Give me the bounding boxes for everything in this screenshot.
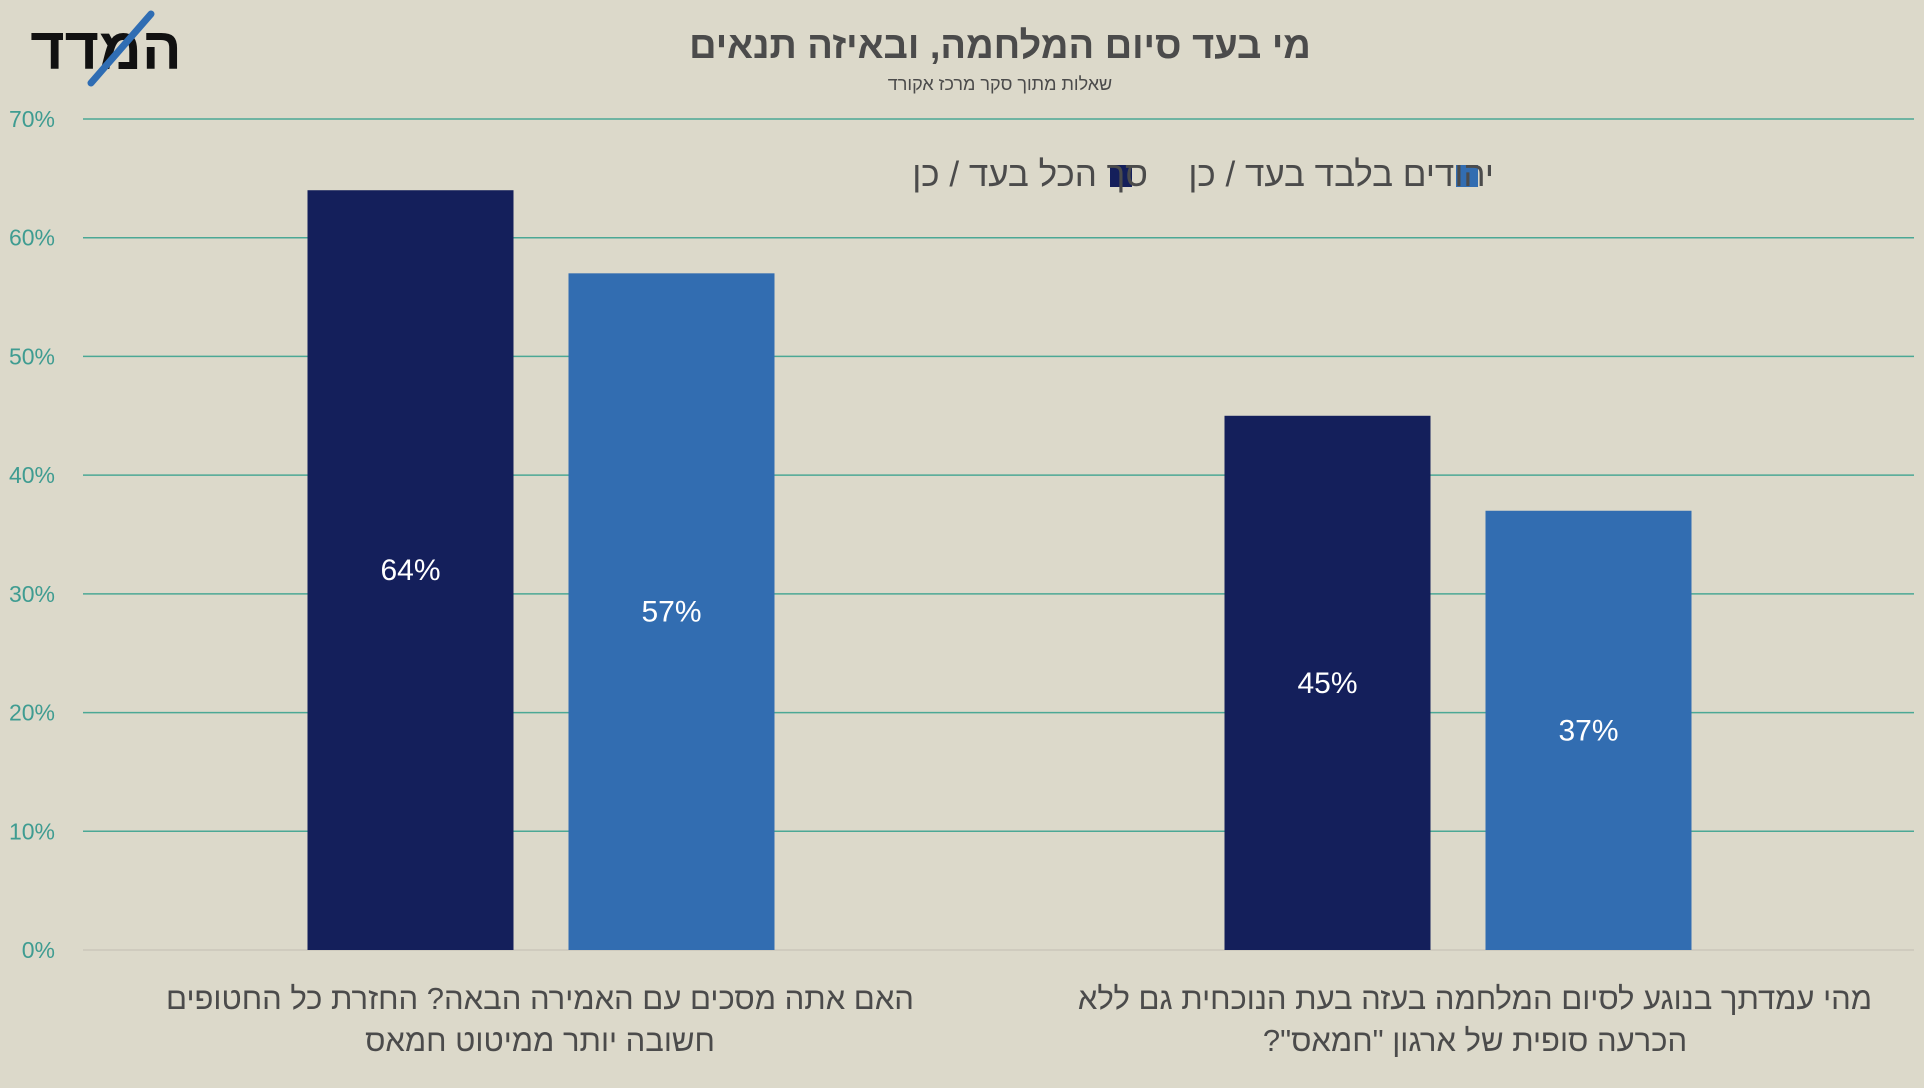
- category-labels: מהי עמדתך בנוגע לסיום המלחמה בעזה בעת הנ…: [166, 981, 1872, 1058]
- logo-accent-stroke: [87, 10, 155, 87]
- y-tick-label: 70%: [9, 106, 55, 132]
- y-tick-label: 20%: [9, 700, 55, 726]
- category-label: האם אתה מסכים עם האמירה הבאה? החזרת כל ה…: [166, 981, 914, 1016]
- bar-total: [1224, 415, 1431, 950]
- bar-value-label: 64%: [380, 554, 440, 587]
- bar-value-label: 37%: [1558, 714, 1618, 747]
- legend-label: יהודים בלבד בעד / כן: [1188, 155, 1494, 194]
- legend: יהודים בלבד בעד / כן סך הכל בעד / כן: [912, 155, 1494, 194]
- category-label: חשובה יותר ממיטוט חמאס: [365, 1023, 715, 1058]
- y-axis-ticks: 0% 10% 20% 30% 40% 50% 60% 70%: [9, 106, 55, 963]
- category-label: מהי עמדתך בנוגע לסיום המלחמה בעזה בעת הנ…: [1078, 981, 1872, 1016]
- y-tick-label: 30%: [9, 581, 55, 607]
- bars: [307, 190, 1692, 950]
- bar-value-label: 45%: [1297, 667, 1357, 700]
- y-tick-label: 60%: [9, 225, 55, 251]
- chart-subtitle: שאלות מתוך סקר מרכז אקורד: [888, 74, 1112, 94]
- y-tick-label: 40%: [9, 462, 55, 488]
- logo: המדד: [30, 10, 182, 87]
- legend-label: סך הכל בעד / כן: [912, 155, 1148, 194]
- bar-labels: 45% 37% 64% 57%: [380, 554, 1618, 747]
- bar-jews-only: [568, 273, 775, 950]
- legend-swatch: [1110, 165, 1132, 187]
- logo-text: המדד: [30, 16, 181, 82]
- bar-jews-only: [1485, 510, 1692, 950]
- category-label: הכרעה סופית של ארגון "חמאס"?: [1263, 1023, 1687, 1058]
- y-tick-label: 0%: [22, 937, 55, 963]
- y-tick-label: 50%: [9, 343, 55, 369]
- bar-total: [307, 190, 514, 950]
- chart-title: מי בעד סיום המלחמה, ובאיזה תנאים: [689, 25, 1311, 67]
- legend-swatch: [1456, 165, 1478, 187]
- bar-value-label: 57%: [641, 596, 701, 629]
- y-tick-label: 10%: [9, 818, 55, 844]
